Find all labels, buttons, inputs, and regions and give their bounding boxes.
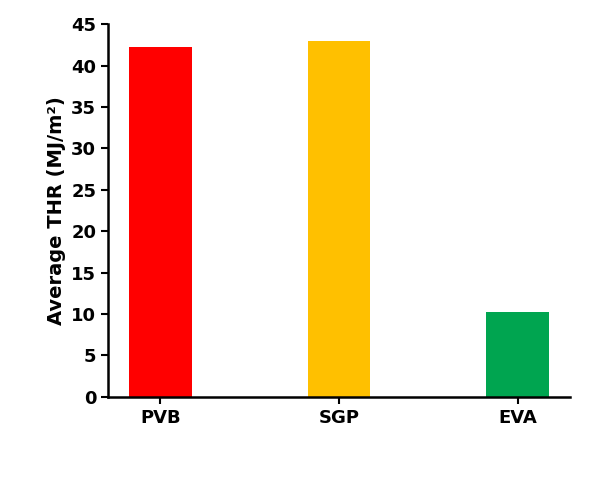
Bar	[129, 47, 191, 397]
Y-axis label: Average THR (MJ/m²): Average THR (MJ/m²)	[47, 96, 65, 325]
Bar	[487, 312, 549, 397]
Bar	[308, 41, 370, 397]
